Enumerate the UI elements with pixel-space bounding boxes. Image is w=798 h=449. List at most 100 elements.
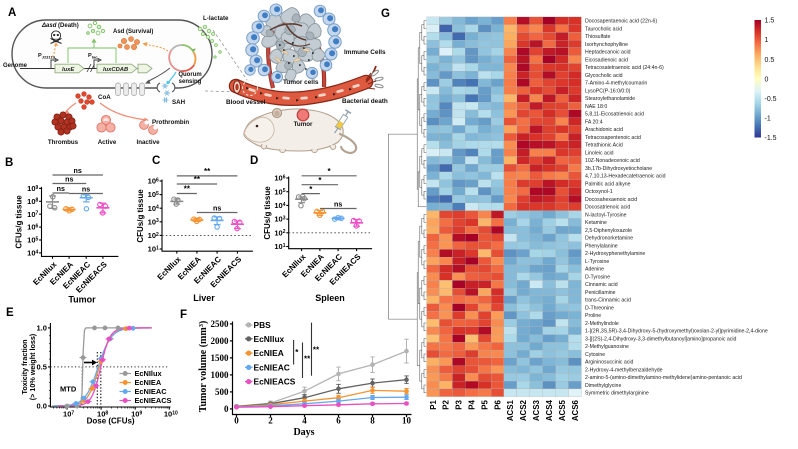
svg-text:Adenine: Adenine xyxy=(585,267,604,273)
svg-text:Cytosine: Cytosine xyxy=(585,352,605,358)
svg-text:ns: ns xyxy=(334,201,342,209)
svg-text:103: 103 xyxy=(148,217,159,226)
svg-text:**: ** xyxy=(184,185,191,194)
svg-text:Spleen: Spleen xyxy=(315,293,345,303)
svg-text:**: ** xyxy=(304,355,311,364)
svg-text:3-[[(2S)-2,4-Dihydroxy-3,3-dim: 3-[[(2S)-2,4-Dihydroxy-3,3-dimethylbutan… xyxy=(585,336,736,342)
svg-text:SAH: SAH xyxy=(172,99,186,106)
svg-text:ns: ns xyxy=(74,167,82,175)
svg-text:ACS1: ACS1 xyxy=(506,400,515,422)
svg-text:Dehydronorketamine: Dehydronorketamine xyxy=(585,236,633,242)
svg-text:ACS6: ACS6 xyxy=(571,400,580,422)
svg-text:P6: P6 xyxy=(493,399,502,409)
svg-text:104: 104 xyxy=(274,201,285,210)
svg-text:CoA: CoA xyxy=(98,94,111,101)
svg-text:C: C xyxy=(152,155,160,167)
svg-text:109: 109 xyxy=(27,184,38,193)
svg-text:Bacterial death: Bacterial death xyxy=(342,98,388,105)
svg-text:*: * xyxy=(328,167,332,176)
svg-text:G: G xyxy=(381,8,390,20)
svg-text:Liver: Liver xyxy=(193,293,215,303)
svg-text:0: 0 xyxy=(765,76,769,83)
svg-text:*: * xyxy=(295,348,299,357)
svg-text:Docosahexaenoic acid: Docosahexaenoic acid xyxy=(585,197,637,203)
svg-text:Tetracosatetraenoic acid (24:4: Tetracosatetraenoic acid (24:4n-6) xyxy=(585,65,664,71)
svg-text:EcNIlux: EcNIlux xyxy=(135,369,163,378)
svg-text:ns: ns xyxy=(213,205,221,213)
svg-text:Tetracosapentenoic acid: Tetracosapentenoic acid xyxy=(585,135,641,141)
svg-text:Docosatrienoic acid: Docosatrienoic acid xyxy=(585,205,630,211)
svg-text:**: ** xyxy=(204,167,211,176)
svg-text:EcNIEACS: EcNIEACS xyxy=(135,396,172,405)
svg-text:105: 105 xyxy=(27,236,38,245)
svg-text:0: 0 xyxy=(234,416,239,426)
svg-text:2-amino-5-(amino-dimethylamino: 2-amino-5-(amino-dimethylamino-methylide… xyxy=(585,375,742,381)
svg-text:Quorum: Quorum xyxy=(178,72,201,78)
svg-text:D-Tyrosine: D-Tyrosine xyxy=(585,274,610,280)
svg-text:*: * xyxy=(309,185,313,194)
svg-text:Eicosadienoic acid: Eicosadienoic acid xyxy=(585,57,628,63)
svg-text:-1.5: -1.5 xyxy=(765,135,777,142)
svg-text:Palmitic acid alkyne: Palmitic acid alkyne xyxy=(585,181,631,187)
svg-text:PBS: PBS xyxy=(254,320,272,330)
svg-text:ACS3: ACS3 xyxy=(532,400,541,422)
svg-text:P5: P5 xyxy=(480,399,489,409)
svg-text:101: 101 xyxy=(148,245,159,254)
svg-text:6: 6 xyxy=(336,416,341,426)
svg-text:2-Methylguanosine: 2-Methylguanosine xyxy=(585,344,629,350)
svg-text:1010: 1010 xyxy=(164,410,178,419)
svg-text:N-lactoyl-Tyrosine: N-lactoyl-Tyrosine xyxy=(585,212,627,218)
svg-text:P2: P2 xyxy=(442,399,451,409)
svg-text:102: 102 xyxy=(148,231,159,240)
svg-text:106: 106 xyxy=(27,223,38,232)
svg-text:ACS5: ACS5 xyxy=(558,400,567,422)
svg-text:Linoleic acid: Linoleic acid xyxy=(585,150,614,156)
svg-text:Δasd (Death): Δasd (Death) xyxy=(41,23,79,29)
svg-text:P4: P4 xyxy=(468,399,477,409)
svg-text:107: 107 xyxy=(63,410,74,419)
svg-text:Penicillamine: Penicillamine xyxy=(585,290,616,296)
svg-text:Tumor volume (mm3): Tumor volume (mm3) xyxy=(198,321,209,413)
svg-text:Genome: Genome xyxy=(3,63,28,69)
svg-text:ns: ns xyxy=(65,176,73,184)
svg-text:8: 8 xyxy=(370,416,375,426)
svg-text:5,8,11-Eicosatrienoic acid: 5,8,11-Eicosatrienoic acid xyxy=(585,112,644,118)
svg-text:2-Hydroxyphenethylamine: 2-Hydroxyphenethylamine xyxy=(585,251,645,257)
svg-text:LysoPC(P-16:0/0:0): LysoPC(P-16:0/0:0) xyxy=(585,88,631,94)
svg-text:Blood vessel: Blood vessel xyxy=(226,99,266,106)
svg-text:500: 500 xyxy=(215,387,229,397)
svg-text:Asd (Survival): Asd (Survival) xyxy=(113,29,153,35)
svg-text:Toxicity fraction: Toxicity fraction xyxy=(20,340,29,395)
svg-text:Prothrombin: Prothrombin xyxy=(152,119,189,126)
svg-text:L-Tyrosine: L-Tyrosine xyxy=(585,259,609,265)
svg-text:0: 0 xyxy=(224,404,229,414)
svg-text:-0.5: -0.5 xyxy=(765,96,777,103)
svg-text:CFUs/g tissue: CFUs/g tissue xyxy=(263,186,272,240)
svg-text:4: 4 xyxy=(302,416,307,426)
svg-text:3b,17b-Dihydroxyetiocholane: 3b,17b-Dihydroxyetiocholane xyxy=(585,166,652,172)
svg-text:A: A xyxy=(8,7,16,19)
svg-text:Immune Cells: Immune Cells xyxy=(344,49,386,56)
svg-text:Days: Days xyxy=(293,427,314,438)
svg-text:EcNIEACS: EcNIEACS xyxy=(254,377,296,387)
svg-text:Isorhynchophylline: Isorhynchophylline xyxy=(585,42,628,48)
svg-text:D: D xyxy=(250,155,258,167)
svg-text:Tumor: Tumor xyxy=(294,121,313,128)
svg-text:104: 104 xyxy=(27,249,38,258)
svg-text:1.0: 1.0 xyxy=(36,324,46,333)
svg-text:trans-Cinnamic acid: trans-Cinnamic acid xyxy=(585,298,631,304)
svg-text:FA 20:4: FA 20:4 xyxy=(585,119,603,125)
svg-text:Docosapentaenoic acid (22n-6): Docosapentaenoic acid (22n-6) xyxy=(585,19,657,25)
svg-text:Octoxynol-1: Octoxynol-1 xyxy=(585,189,613,195)
svg-text:Dimethylglycine: Dimethylglycine xyxy=(585,383,621,389)
svg-text:ACS4: ACS4 xyxy=(545,400,554,422)
svg-text:1000: 1000 xyxy=(211,370,230,380)
svg-text:109: 109 xyxy=(131,410,142,419)
svg-text:0.5: 0.5 xyxy=(36,363,46,372)
svg-text:1.5: 1.5 xyxy=(765,18,775,25)
svg-text:10: 10 xyxy=(402,416,412,426)
svg-text:0.5: 0.5 xyxy=(765,57,775,64)
svg-text:Proline: Proline xyxy=(585,313,601,319)
svg-text:**: ** xyxy=(313,346,320,355)
svg-text:2,5-Diphenyloxazole: 2,5-Diphenyloxazole xyxy=(585,228,632,234)
